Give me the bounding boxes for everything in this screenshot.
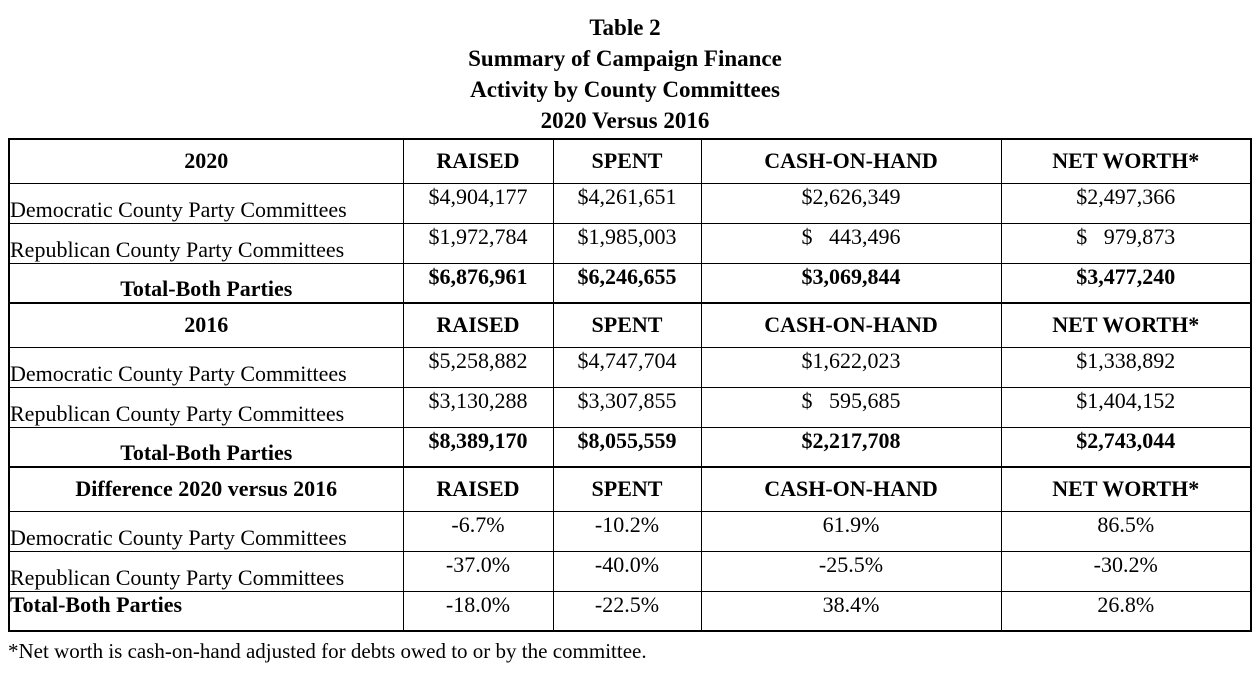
cell-net-worth: $2,497,366 bbox=[1000, 182, 1252, 224]
campaign-finance-table: 2020 RAISED SPENT CASH-ON-HAND NET WORTH… bbox=[8, 138, 1252, 632]
cell-cash-on-hand: $ 443,496 bbox=[700, 222, 1002, 264]
row-2016-total: Total-Both Parties $8,389,170 $8,055,559… bbox=[8, 426, 1252, 468]
cell-spent: -10.2% bbox=[552, 510, 702, 552]
cell-net-worth: $ 979,873 bbox=[1000, 222, 1252, 264]
cell-net-worth: $1,404,152 bbox=[1000, 386, 1252, 428]
cell-cash-on-hand: $2,217,708 bbox=[700, 426, 1002, 468]
row-label: Total-Both Parties bbox=[8, 262, 404, 304]
row-difference-republican: Republican County Party Committees -37.0… bbox=[8, 550, 1252, 592]
column-header-cash-on-hand: CASH-ON-HAND bbox=[700, 302, 1002, 348]
column-header-net-worth: NET WORTH* bbox=[1000, 138, 1252, 184]
cell-cash-on-hand: $2,626,349 bbox=[700, 182, 1002, 224]
section-2016-header-row: 2016 RAISED SPENT CASH-ON-HAND NET WORTH… bbox=[8, 302, 1252, 348]
section-difference-label: Difference 2020 versus 2016 bbox=[8, 466, 404, 512]
cell-spent: $4,261,651 bbox=[552, 182, 702, 224]
section-2020-label: 2020 bbox=[8, 138, 404, 184]
cell-cash-on-hand: $1,622,023 bbox=[700, 346, 1002, 388]
row-2020-democratic: Democratic County Party Committees $4,90… bbox=[8, 182, 1252, 224]
cell-raised: $1,972,784 bbox=[402, 222, 554, 264]
column-header-spent: SPENT bbox=[552, 302, 702, 348]
cell-raised: $6,876,961 bbox=[402, 262, 554, 304]
column-header-cash-on-hand: CASH-ON-HAND bbox=[700, 466, 1002, 512]
cell-spent: $8,055,559 bbox=[552, 426, 702, 468]
section-2016-label: 2016 bbox=[8, 302, 404, 348]
row-label: Democratic County Party Committees bbox=[8, 182, 404, 224]
column-header-spent: SPENT bbox=[552, 138, 702, 184]
column-header-net-worth: NET WORTH* bbox=[1000, 466, 1252, 512]
cell-spent: $6,246,655 bbox=[552, 262, 702, 304]
column-header-raised: RAISED bbox=[402, 302, 554, 348]
cell-raised: $4,904,177 bbox=[402, 182, 554, 224]
title-line-1: Table 2 bbox=[589, 15, 661, 40]
title-line-3: Activity by County Committees bbox=[470, 77, 780, 102]
cell-net-worth: -30.2% bbox=[1000, 550, 1252, 592]
row-label: Democratic County Party Committees bbox=[8, 346, 404, 388]
cell-spent: $3,307,855 bbox=[552, 386, 702, 428]
row-difference-total: Total-Both Parties -18.0% -22.5% 38.4% 2… bbox=[8, 590, 1252, 632]
cell-raised: -18.0% bbox=[402, 590, 554, 632]
row-2016-democratic: Democratic County Party Committees $5,25… bbox=[8, 346, 1252, 388]
column-header-spent: SPENT bbox=[552, 466, 702, 512]
row-label: Total-Both Parties bbox=[8, 590, 404, 632]
cell-net-worth: $1,338,892 bbox=[1000, 346, 1252, 388]
cell-raised: -37.0% bbox=[402, 550, 554, 592]
row-2016-republican: Republican County Party Committees $3,13… bbox=[8, 386, 1252, 428]
cell-net-worth: 26.8% bbox=[1000, 590, 1252, 632]
cell-raised: -6.7% bbox=[402, 510, 554, 552]
row-label: Republican County Party Committees bbox=[8, 550, 404, 592]
cell-raised: $5,258,882 bbox=[402, 346, 554, 388]
row-label: Total-Both Parties bbox=[8, 426, 404, 468]
cell-spent: -22.5% bbox=[552, 590, 702, 632]
row-difference-democratic: Democratic County Party Committees -6.7%… bbox=[8, 510, 1252, 552]
cell-net-worth: 86.5% bbox=[1000, 510, 1252, 552]
cell-raised: $3,130,288 bbox=[402, 386, 554, 428]
cell-spent: -40.0% bbox=[552, 550, 702, 592]
cell-net-worth: $2,743,044 bbox=[1000, 426, 1252, 468]
cell-spent: $4,747,704 bbox=[552, 346, 702, 388]
column-header-raised: RAISED bbox=[402, 466, 554, 512]
footnote: *Net worth is cash-on-hand adjusted for … bbox=[8, 639, 647, 663]
column-header-raised: RAISED bbox=[402, 138, 554, 184]
cell-raised: $8,389,170 bbox=[402, 426, 554, 468]
title-line-2: Summary of Campaign Finance bbox=[468, 46, 782, 71]
column-header-net-worth: NET WORTH* bbox=[1000, 302, 1252, 348]
cell-spent: $1,985,003 bbox=[552, 222, 702, 264]
cell-cash-on-hand: 61.9% bbox=[700, 510, 1002, 552]
cell-cash-on-hand: 38.4% bbox=[700, 590, 1002, 632]
column-header-cash-on-hand: CASH-ON-HAND bbox=[700, 138, 1002, 184]
row-label: Democratic County Party Committees bbox=[8, 510, 404, 552]
cell-net-worth: $3,477,240 bbox=[1000, 262, 1252, 304]
row-label: Republican County Party Committees bbox=[8, 222, 404, 264]
cell-cash-on-hand: -25.5% bbox=[700, 550, 1002, 592]
row-2020-republican: Republican County Party Committees $1,97… bbox=[8, 222, 1252, 264]
cell-cash-on-hand: $ 595,685 bbox=[700, 386, 1002, 428]
table-title: Table 2 Summary of Campaign Finance Acti… bbox=[0, 0, 1250, 136]
section-difference-header-row: Difference 2020 versus 2016 RAISED SPENT… bbox=[8, 466, 1252, 512]
row-label: Republican County Party Committees bbox=[8, 386, 404, 428]
title-line-4: 2020 Versus 2016 bbox=[540, 108, 710, 133]
cell-cash-on-hand: $3,069,844 bbox=[700, 262, 1002, 304]
section-2020-header-row: 2020 RAISED SPENT CASH-ON-HAND NET WORTH… bbox=[8, 138, 1252, 184]
row-2020-total: Total-Both Parties $6,876,961 $6,246,655… bbox=[8, 262, 1252, 304]
